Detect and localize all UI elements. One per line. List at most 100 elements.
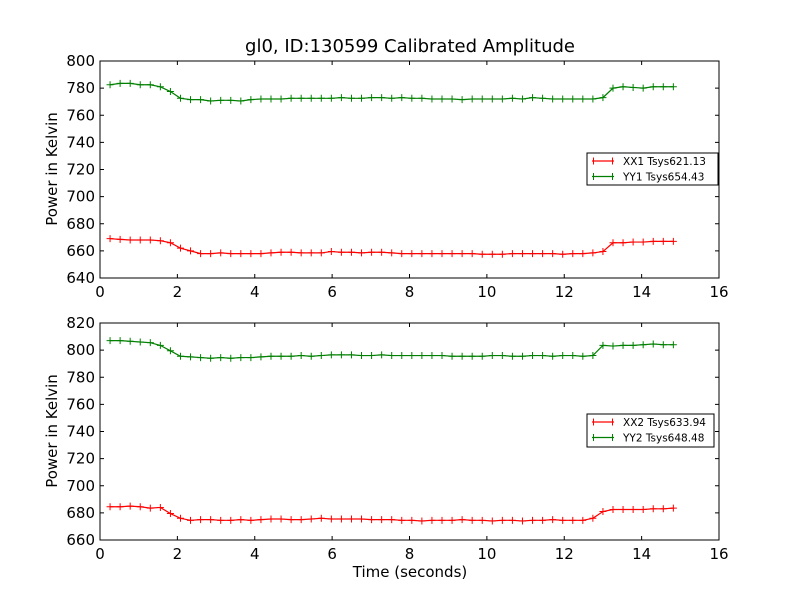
bottom-y-axis-label: Power in Kelvin [43,374,61,488]
data-point [438,95,446,103]
y-tick-label: 780 [66,368,95,386]
data-point [378,94,386,102]
data-point [187,353,195,361]
data-point [529,94,537,102]
bottom-plot-area: 0 2 4 6 8 10 12 14 16 660 680 700 720 740 760 780 800 820… [66,314,728,563]
y-tick-label: 680 [66,504,95,522]
data-point [539,352,547,360]
data-point [609,342,617,350]
data-point [197,354,205,362]
data-point [267,352,275,360]
data-point [529,516,537,524]
x-tick-label: 16 [709,283,728,301]
data-point [126,337,134,345]
data-point [187,516,195,524]
data-point [116,235,124,243]
data-point [418,94,426,102]
data-point [146,339,154,347]
data-point [478,95,486,103]
data-point [126,502,134,510]
data-point [518,95,526,103]
data-point [619,505,627,513]
data-point [498,250,506,258]
data-point [639,238,647,246]
data-point [247,516,255,524]
data-point [287,352,295,360]
data-point [156,341,164,349]
x-tick-label: 14 [632,545,651,563]
data-point [488,95,496,103]
data-point [317,352,325,360]
data-point [619,83,627,91]
legend: XX2 Tsys633.94 YY2 Tsys648.48 [586,413,715,448]
y-tick-label: 660 [66,242,95,260]
top-subplot: gl0, ID:130599 Calibrated Amplitude Powe… [43,36,729,301]
data-point [116,337,124,345]
data-point [458,96,466,104]
legend-marker [593,157,613,165]
data-point [297,249,305,257]
y-tick-label: 640 [66,269,95,287]
data-point [609,84,617,92]
data-point [418,250,426,258]
data-point [559,352,567,360]
x-tick-label: 8 [405,545,415,563]
data-point [166,347,174,355]
data-point [549,516,557,524]
data-point [408,250,416,258]
data-point [146,81,154,89]
data-point [659,83,667,91]
data-point [649,83,657,91]
data-point [488,517,496,525]
y-tick-label: 820 [66,314,95,332]
data-point [136,338,144,346]
data-point [408,516,416,524]
data-point [428,516,436,524]
data-point [569,250,577,258]
x-axis-label: Time (seconds) [352,563,468,581]
data-point [579,95,587,103]
data-point [126,79,134,87]
data-point [599,248,607,256]
data-point [448,95,456,103]
data-point [277,248,285,256]
data-point [599,508,607,516]
data-point [317,249,325,257]
data-point [227,516,235,524]
data-point [307,515,315,523]
data-point [287,248,295,256]
data-point [277,352,285,360]
data-point [609,505,617,513]
data-point [267,95,275,103]
data-point [508,516,516,524]
data-point [438,516,446,524]
data-point [639,341,647,349]
data-point [156,503,164,511]
data-point [136,81,144,89]
data-point [347,515,355,523]
data-point [589,514,597,522]
data-point [539,94,547,102]
data-point [508,352,516,360]
data-point [518,352,526,360]
data-point [649,340,657,348]
data-point [468,516,476,524]
data-point [347,351,355,359]
data-point [629,83,637,91]
data-point [307,249,315,257]
y-tick-label: 660 [66,531,95,549]
x-tick-label: 12 [555,545,574,563]
data-point [589,95,597,103]
data-point [569,516,577,524]
x-tick-label: 10 [477,545,496,563]
data-point [488,250,496,258]
data-point [217,516,225,524]
data-point [408,352,416,360]
data-point [398,352,406,360]
data-point [176,352,184,360]
legend-label: XX1 Tsys621.13 [623,156,706,168]
x-tick-label: 8 [405,283,415,301]
data-point [378,516,386,524]
data-point [368,352,376,360]
data-point [498,352,506,360]
